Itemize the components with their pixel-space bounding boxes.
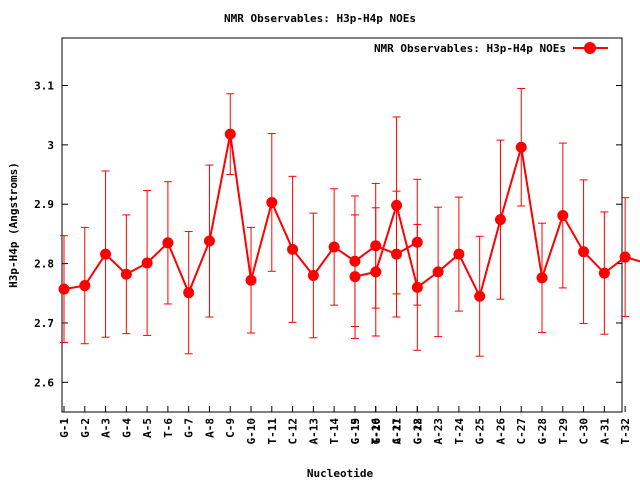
- y-axis-label: H3p-H4p (Angstroms): [7, 162, 20, 288]
- x-tick-label: C-27: [515, 418, 528, 445]
- x-tick-label: C-9: [224, 418, 237, 438]
- x-axis-label: Nucleotide: [307, 467, 374, 480]
- legend: NMR Observables: H3p-H4p NOEs: [374, 42, 608, 55]
- x-tick-label: G-22: [411, 418, 424, 445]
- x-tick-label: C-18: [411, 418, 424, 445]
- x-tick-label: G-7: [183, 418, 196, 438]
- y-tick-label: 2.9: [34, 198, 54, 211]
- data-point: [100, 248, 112, 260]
- data-point: [598, 267, 610, 279]
- x-tick-label: T-24: [453, 418, 466, 445]
- x-tick-label: A-23: [432, 418, 445, 445]
- x-axis: G-1 G-2 A-3 G-4 A-5 T-6 G-7 A-8 C-9 G-10 T-11 C-12 A…: [58, 406, 640, 445]
- data-points: [58, 128, 631, 302]
- chart-title: NMR Observables: H3p-H4p NOEs: [224, 12, 416, 25]
- data-point: [328, 241, 340, 253]
- x-tick-label: C-30: [578, 418, 591, 445]
- x-tick-label: G-10: [245, 418, 258, 445]
- data-point: [349, 255, 361, 267]
- x-tick-label: C-12: [287, 418, 300, 445]
- x-tick-label: T-14: [328, 418, 341, 445]
- x-tick-label: A-5: [141, 418, 154, 438]
- x-tick-label: G-28: [536, 418, 549, 445]
- x-tick-label: T-11: [266, 418, 279, 445]
- data-point: [120, 268, 132, 280]
- legend-label: NMR Observables: H3p-H4p NOEs: [374, 42, 566, 55]
- data-point: [307, 269, 319, 281]
- y-axis: 2.6 2.7 2.8 2.9 3 3.1: [34, 79, 622, 389]
- x-tick-label: G-2: [79, 418, 92, 438]
- data-point: [370, 266, 382, 278]
- x-tick-label: T-16: [370, 418, 383, 445]
- x-tick-label: C-17: [390, 418, 403, 445]
- x-tick-label: A-21: [391, 418, 404, 445]
- y-tick-label: 3: [47, 139, 54, 152]
- data-point: [349, 271, 361, 283]
- x-tick-label: A-13: [307, 418, 320, 445]
- error-bars: [60, 87, 630, 357]
- data-point: [578, 246, 590, 258]
- x-tick-label: A-31: [598, 418, 611, 445]
- data-point: [370, 240, 382, 252]
- x-tick-label: G-4: [120, 418, 133, 438]
- data-point: [453, 248, 465, 260]
- x-tick-label: T-29: [557, 418, 570, 445]
- x-tick-label: A-3: [100, 418, 113, 438]
- x-tick-label: G-25: [474, 418, 487, 445]
- data-point: [411, 236, 423, 248]
- data-point: [619, 251, 631, 263]
- x-tick-label: A-8: [203, 418, 216, 438]
- data-point: [183, 287, 195, 299]
- y-tick-label: 2.7: [34, 317, 54, 330]
- data-point: [411, 281, 423, 293]
- data-point: [390, 248, 402, 260]
- data-point: [203, 235, 215, 247]
- data-point: [557, 210, 569, 222]
- y-tick-label: 2.6: [34, 376, 54, 389]
- data-point: [224, 128, 236, 140]
- data-point: [536, 272, 548, 284]
- x-tick-label: T-6: [162, 418, 175, 438]
- x-tick-label: A-26: [494, 418, 507, 445]
- data-point: [58, 283, 70, 295]
- data-point: [474, 290, 486, 302]
- data-point: [287, 243, 299, 255]
- plot-frame: [61, 37, 623, 413]
- data-point: [494, 214, 506, 226]
- y-tick-label: 3.1: [34, 79, 54, 92]
- data-point: [266, 196, 278, 208]
- x-tick-label: G-1: [58, 418, 71, 438]
- data-point: [79, 280, 91, 292]
- data-point: [141, 257, 153, 269]
- data-point: [391, 199, 403, 211]
- legend-marker: [584, 42, 596, 54]
- data-point: [432, 266, 444, 278]
- x-tick-label: T-32: [619, 418, 632, 445]
- x-tick-label: C-15: [349, 418, 362, 445]
- series-line: [63, 133, 418, 296]
- x-tick-label: G-19: [349, 418, 362, 445]
- data-point: [162, 237, 174, 249]
- y-tick-label: 2.8: [34, 258, 54, 271]
- data-point: [245, 274, 257, 286]
- series-line: [354, 146, 640, 300]
- data-point: [515, 141, 527, 153]
- x-tick-label: G-20: [370, 418, 383, 445]
